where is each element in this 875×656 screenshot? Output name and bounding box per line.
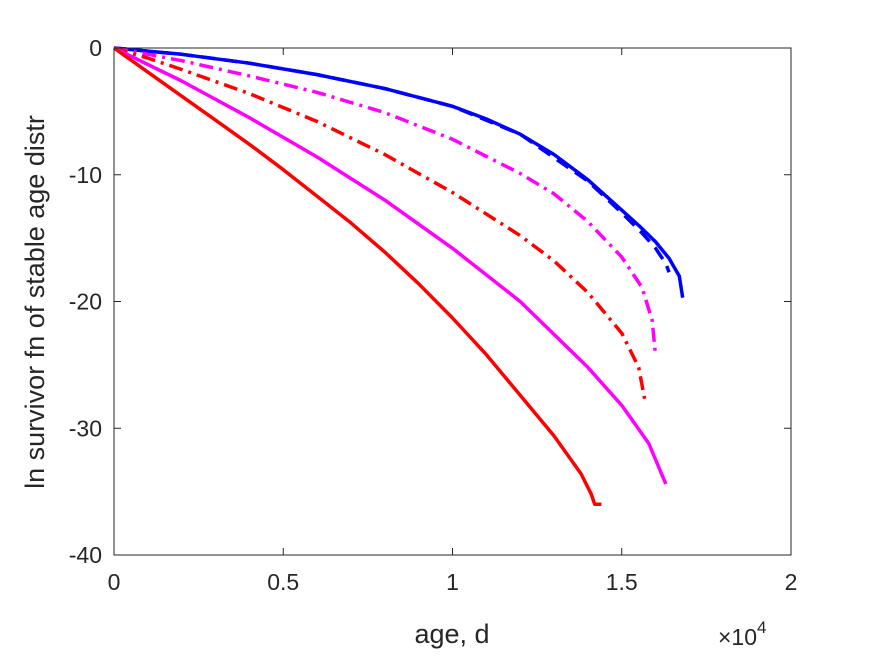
y-axis-label: ln survivor fn of stable age distr bbox=[20, 115, 50, 489]
y-tick-label: 0 bbox=[89, 35, 102, 61]
y-tick-label: -30 bbox=[69, 415, 102, 441]
x-tick-label: 0.5 bbox=[267, 569, 299, 595]
series-line-3 bbox=[113, 46, 658, 357]
series-line-2 bbox=[113, 46, 671, 273]
x-tick-label: 2 bbox=[785, 569, 798, 595]
y-tick-label: -10 bbox=[69, 162, 102, 188]
series-line-4 bbox=[113, 46, 648, 404]
y-axis: 0 -10 -20 -30 -40 bbox=[69, 35, 791, 568]
series-line-1 bbox=[113, 46, 685, 298]
x-exponent-base: ×10 bbox=[718, 624, 757, 650]
x-exponent-label: ×104 bbox=[718, 618, 766, 650]
x-exponent-power: 4 bbox=[757, 618, 766, 637]
x-axis: 0 0.5 1 1.5 2 bbox=[108, 48, 798, 595]
x-tick-label: 1.5 bbox=[606, 569, 638, 595]
x-axis-label: age, d bbox=[414, 619, 489, 649]
x-tick-label: 1 bbox=[446, 569, 459, 595]
y-tick-label: -20 bbox=[69, 289, 102, 315]
series-line-5 bbox=[113, 46, 668, 485]
y-tick-label: -40 bbox=[69, 542, 102, 568]
series-line-6 bbox=[112, 46, 602, 507]
x-tick-label: 0 bbox=[108, 569, 121, 595]
plot-series bbox=[112, 46, 685, 507]
